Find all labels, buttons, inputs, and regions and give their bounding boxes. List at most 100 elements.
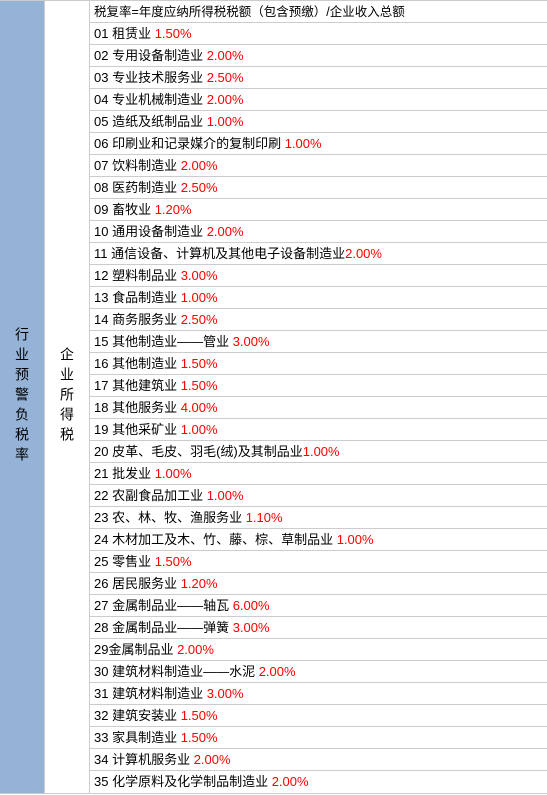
industry-label: 22 农副食品加工业 (94, 488, 207, 503)
industry-rate: 3.00% (233, 620, 270, 635)
industry-label: 35 化学原料及化学制品制造业 (94, 774, 272, 789)
industry-rate: 2.50% (181, 312, 218, 327)
tax-rate-table: 行业预警负税率 企业所得税 税复率=年度应纳所得税税额（包含预缴）/企业收入总额… (0, 0, 547, 794)
industry-row: 06 印刷业和记录媒介的复制印刷 1.00% (90, 133, 547, 155)
industry-row: 02 专用设备制造业 2.00% (90, 45, 547, 67)
industry-row: 15 其他制造业——管业 3.00% (90, 331, 547, 353)
industry-rate: 1.00% (303, 444, 340, 459)
industry-row: 05 造纸及纸制品业 1.00% (90, 111, 547, 133)
industry-rate: 1.20% (181, 576, 218, 591)
industry-label: 11 通信设备、计算机及其他电子设备制造业 (94, 246, 345, 261)
industry-row: 35 化学原料及化学制品制造业 2.00% (90, 771, 547, 793)
industry-label: 06 印刷业和记录媒介的复制印刷 (94, 136, 285, 151)
industry-rate: 1.20% (155, 202, 192, 217)
mid-category-label: 企业所得税 (57, 347, 77, 447)
industry-label: 34 计算机服务业 (94, 752, 194, 767)
industry-row: 27 金属制品业——轴瓦 6.00% (90, 595, 547, 617)
industry-label: 28 金属制品业——弹簧 (94, 620, 233, 635)
industry-label: 16 其他制造业 (94, 356, 181, 371)
industry-rate: 2.50% (207, 70, 244, 85)
industry-label: 09 畜牧业 (94, 202, 155, 217)
industry-label: 04 专业机械制造业 (94, 92, 207, 107)
industry-label: 10 通用设备制造业 (94, 224, 207, 239)
industry-label: 03 专业技术服务业 (94, 70, 207, 85)
industry-label: 25 零售业 (94, 554, 155, 569)
industry-rate: 2.50% (181, 180, 218, 195)
industry-rate: 4.00% (181, 400, 218, 415)
industry-rate: 1.50% (155, 554, 192, 569)
industry-rate: 2.00% (194, 752, 231, 767)
industry-rate: 1.50% (155, 26, 192, 41)
industry-row: 01 租赁业 1.50% (90, 23, 547, 45)
left-category-label: 行业预警负税率 (12, 327, 32, 467)
industry-label: 18 其他服务业 (94, 400, 181, 415)
industry-label: 01 租赁业 (94, 26, 155, 41)
industry-row: 17 其他建筑业 1.50% (90, 375, 547, 397)
industry-row: 25 零售业 1.50% (90, 551, 547, 573)
industry-label: 19 其他采矿业 (94, 422, 181, 437)
industry-row: 20 皮革、毛皮、羽毛(绒)及其制品业1.00% (90, 441, 547, 463)
industry-row: 03 专业技术服务业 2.50% (90, 67, 547, 89)
industry-row: 30 建筑材料制造业——水泥 2.00% (90, 661, 547, 683)
industry-label: 23 农、林、牧、渔服务业 (94, 510, 246, 525)
industry-row: 08 医药制造业 2.50% (90, 177, 547, 199)
industry-row: 31 建筑材料制造业 3.00% (90, 683, 547, 705)
industry-row: 28 金属制品业——弹簧 3.00% (90, 617, 547, 639)
industry-rate: 1.50% (181, 730, 218, 745)
industry-label: 31 建筑材料制造业 (94, 686, 207, 701)
industry-label: 07 饮料制造业 (94, 158, 181, 173)
industry-rate: 2.00% (177, 642, 214, 657)
industry-rate: 1.50% (181, 356, 218, 371)
industry-label: 32 建筑安装业 (94, 708, 181, 723)
industry-rate: 3.00% (233, 334, 270, 349)
industry-row: 18 其他服务业 4.00% (90, 397, 547, 419)
industry-rate: 1.00% (207, 488, 244, 503)
industry-label: 27 金属制品业——轴瓦 (94, 598, 233, 613)
industry-row: 07 饮料制造业 2.00% (90, 155, 547, 177)
industry-row: 29金属制品业 2.00% (90, 639, 547, 661)
industry-label: 13 食品制造业 (94, 290, 181, 305)
industry-rate: 2.00% (272, 774, 309, 789)
industry-label: 14 商务服务业 (94, 312, 181, 327)
industry-rate: 3.00% (207, 686, 244, 701)
industry-rate: 2.00% (207, 48, 244, 63)
industry-rate: 3.00% (181, 268, 218, 283)
industry-rate: 1.00% (207, 114, 244, 129)
industry-row: 21 批发业 1.00% (90, 463, 547, 485)
industry-row: 04 专业机械制造业 2.00% (90, 89, 547, 111)
industry-row: 11 通信设备、计算机及其他电子设备制造业2.00% (90, 243, 547, 265)
industry-rate: 1.00% (181, 290, 218, 305)
industry-label: 15 其他制造业——管业 (94, 334, 233, 349)
left-category-column: 行业预警负税率 (0, 1, 45, 793)
data-column: 税复率=年度应纳所得税税额（包含预缴）/企业收入总额 01 租赁业 1.50%0… (90, 1, 547, 793)
formula-row: 税复率=年度应纳所得税税额（包含预缴）/企业收入总额 (90, 1, 547, 23)
industry-rate: 2.00% (207, 224, 244, 239)
industry-label: 21 批发业 (94, 466, 155, 481)
industry-rate: 2.00% (181, 158, 218, 173)
industry-rate: 2.00% (259, 664, 296, 679)
industry-row: 09 畜牧业 1.20% (90, 199, 547, 221)
industry-row: 26 居民服务业 1.20% (90, 573, 547, 595)
industry-rate: 1.00% (337, 532, 374, 547)
formula-text: 税复率=年度应纳所得税税额（包含预缴）/企业收入总额 (94, 5, 405, 19)
industry-label: 08 医药制造业 (94, 180, 181, 195)
industry-row: 23 农、林、牧、渔服务业 1.10% (90, 507, 547, 529)
industry-label: 33 家具制造业 (94, 730, 181, 745)
industry-row: 10 通用设备制造业 2.00% (90, 221, 547, 243)
industry-label: 29金属制品业 (94, 642, 177, 657)
industry-row: 16 其他制造业 1.50% (90, 353, 547, 375)
industry-label: 24 木材加工及木、竹、藤、棕、草制品业 (94, 532, 337, 547)
industry-label: 26 居民服务业 (94, 576, 181, 591)
industry-rate: 2.00% (207, 92, 244, 107)
industry-label: 02 专用设备制造业 (94, 48, 207, 63)
industry-label: 20 皮革、毛皮、羽毛(绒)及其制品业 (94, 444, 303, 459)
industry-rate: 1.10% (246, 510, 283, 525)
industry-row: 19 其他采矿业 1.00% (90, 419, 547, 441)
industry-rate: 6.00% (233, 598, 270, 613)
industry-row: 12 塑料制品业 3.00% (90, 265, 547, 287)
industry-row: 14 商务服务业 2.50% (90, 309, 547, 331)
industry-rate: 1.00% (181, 422, 218, 437)
mid-category-column: 企业所得税 (45, 1, 90, 793)
industry-rate: 2.00% (345, 246, 382, 261)
industry-row: 33 家具制造业 1.50% (90, 727, 547, 749)
